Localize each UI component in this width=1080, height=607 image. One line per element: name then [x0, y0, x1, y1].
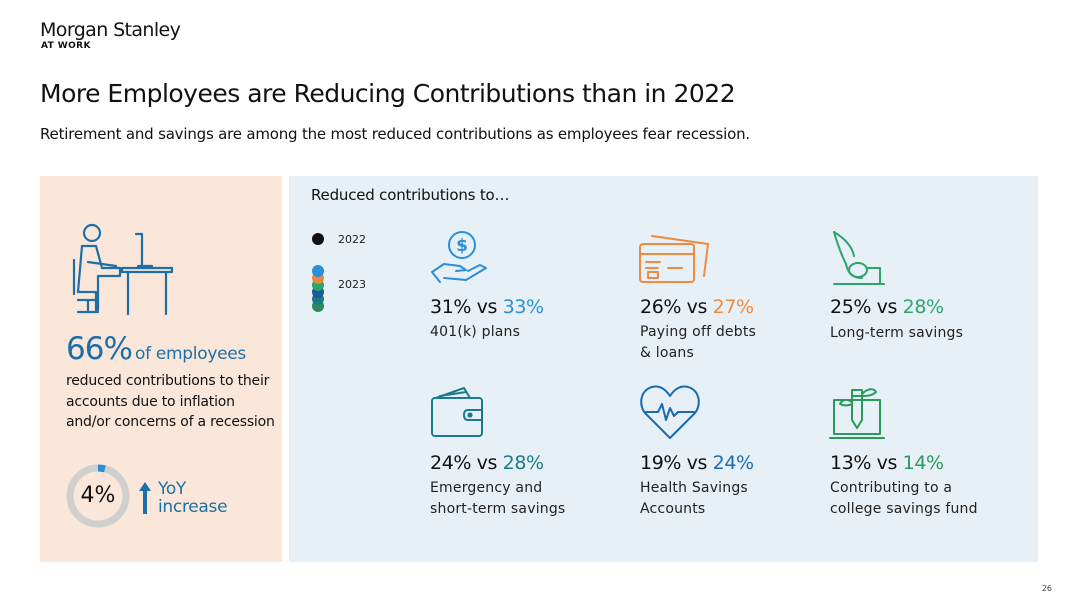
stat-2022: 19%: [640, 452, 682, 474]
label-line-1: Health Savings: [640, 480, 748, 496]
stat-debts: 26% vs 27%: [640, 296, 754, 318]
yoy-label: YoY increase: [158, 479, 228, 517]
stat-2022: 31%: [430, 296, 472, 318]
stat-long-term: 25% vs 28%: [830, 296, 944, 318]
stat-401k: 31% vs 33%: [430, 296, 544, 318]
label-college: Contributing to a college savings fund: [830, 478, 1020, 519]
stat-vs: vs: [876, 452, 898, 474]
page-title: More Employees are Reducing Contribution…: [40, 79, 736, 108]
plant-coin-icon: [833, 231, 885, 285]
left-panel: [40, 176, 282, 562]
label-line-1: Long-term savings: [830, 325, 964, 341]
stat-emergency: 24% vs 28%: [430, 452, 544, 474]
page-number: 26: [1041, 584, 1052, 593]
label-line-2: Accounts: [640, 500, 706, 517]
stat-2023: 27%: [712, 296, 754, 318]
big-percentage: 66%: [66, 331, 133, 367]
credit-card-icon: [639, 235, 709, 283]
svg-text:$: $: [456, 236, 468, 256]
label-debts: Paying off debts & loans: [640, 322, 830, 363]
stat-2023: 33%: [502, 296, 544, 318]
yoy-ring-fill: [66, 464, 130, 528]
stat-vs: vs: [686, 296, 708, 318]
label-long-term: Long-term savings: [830, 323, 1020, 344]
stat-2023: 24%: [712, 452, 754, 474]
stat-2022: 26%: [640, 296, 682, 318]
page-subtitle: Retirement and savings are among the mos…: [40, 125, 750, 143]
stat-vs: vs: [476, 296, 498, 318]
stat-2023: 14%: [902, 452, 944, 474]
laptop-pencil-icon: [829, 388, 885, 439]
ring-value: 4%: [80, 483, 116, 508]
label-line-1: 401(k) plans: [430, 324, 521, 340]
label-line-2: college savings fund: [830, 500, 978, 517]
stat-2022: 25%: [830, 296, 872, 318]
wallet-icon: [431, 387, 483, 437]
stat-2022: 24%: [430, 452, 472, 474]
label-line-2: short-term savings: [430, 500, 566, 517]
stat-vs: vs: [686, 452, 708, 474]
legend-2022-label: 2022: [338, 233, 366, 246]
label-emergency: Emergency and short-term savings: [430, 478, 620, 519]
stat-2022: 13%: [830, 452, 872, 474]
right-panel-heading: Reduced contributions to…: [311, 186, 510, 204]
legend-2023-label: 2023: [338, 278, 366, 291]
hand-dollar-icon: $: [431, 231, 487, 283]
label-401k: 401(k) plans: [430, 322, 620, 343]
yoy-line-1: YoY: [158, 479, 187, 499]
yoy-ring: [66, 464, 130, 528]
big-percentage-suffix: of employees: [135, 344, 246, 364]
person-at-desk-icon: [72, 223, 174, 316]
stat-vs: vs: [476, 452, 498, 474]
brand-subtitle: AT WORK: [41, 41, 91, 51]
heart-pulse-icon: [640, 385, 700, 439]
legend-2022-dot: [312, 233, 324, 245]
legend-2023-dots: [312, 265, 324, 312]
stat-2023: 28%: [902, 296, 944, 318]
label-health: Health Savings Accounts: [640, 478, 830, 519]
stat-college: 13% vs 14%: [830, 452, 944, 474]
stat-2023: 28%: [502, 452, 544, 474]
yoy-line-2: increase: [158, 497, 228, 517]
label-line-1: Paying off debts: [640, 324, 757, 340]
stat-vs: vs: [876, 296, 898, 318]
right-panel: [289, 176, 1038, 562]
label-line-1: Contributing to a: [830, 480, 953, 496]
arrow-up-icon: [139, 482, 151, 514]
stat-health: 19% vs 24%: [640, 452, 754, 474]
left-panel-body: reduced contributions to their accounts …: [66, 373, 275, 430]
label-line-1: Emergency and: [430, 480, 543, 496]
label-line-2: & loans: [640, 344, 694, 361]
brand-name: Morgan Stanley: [40, 19, 181, 41]
